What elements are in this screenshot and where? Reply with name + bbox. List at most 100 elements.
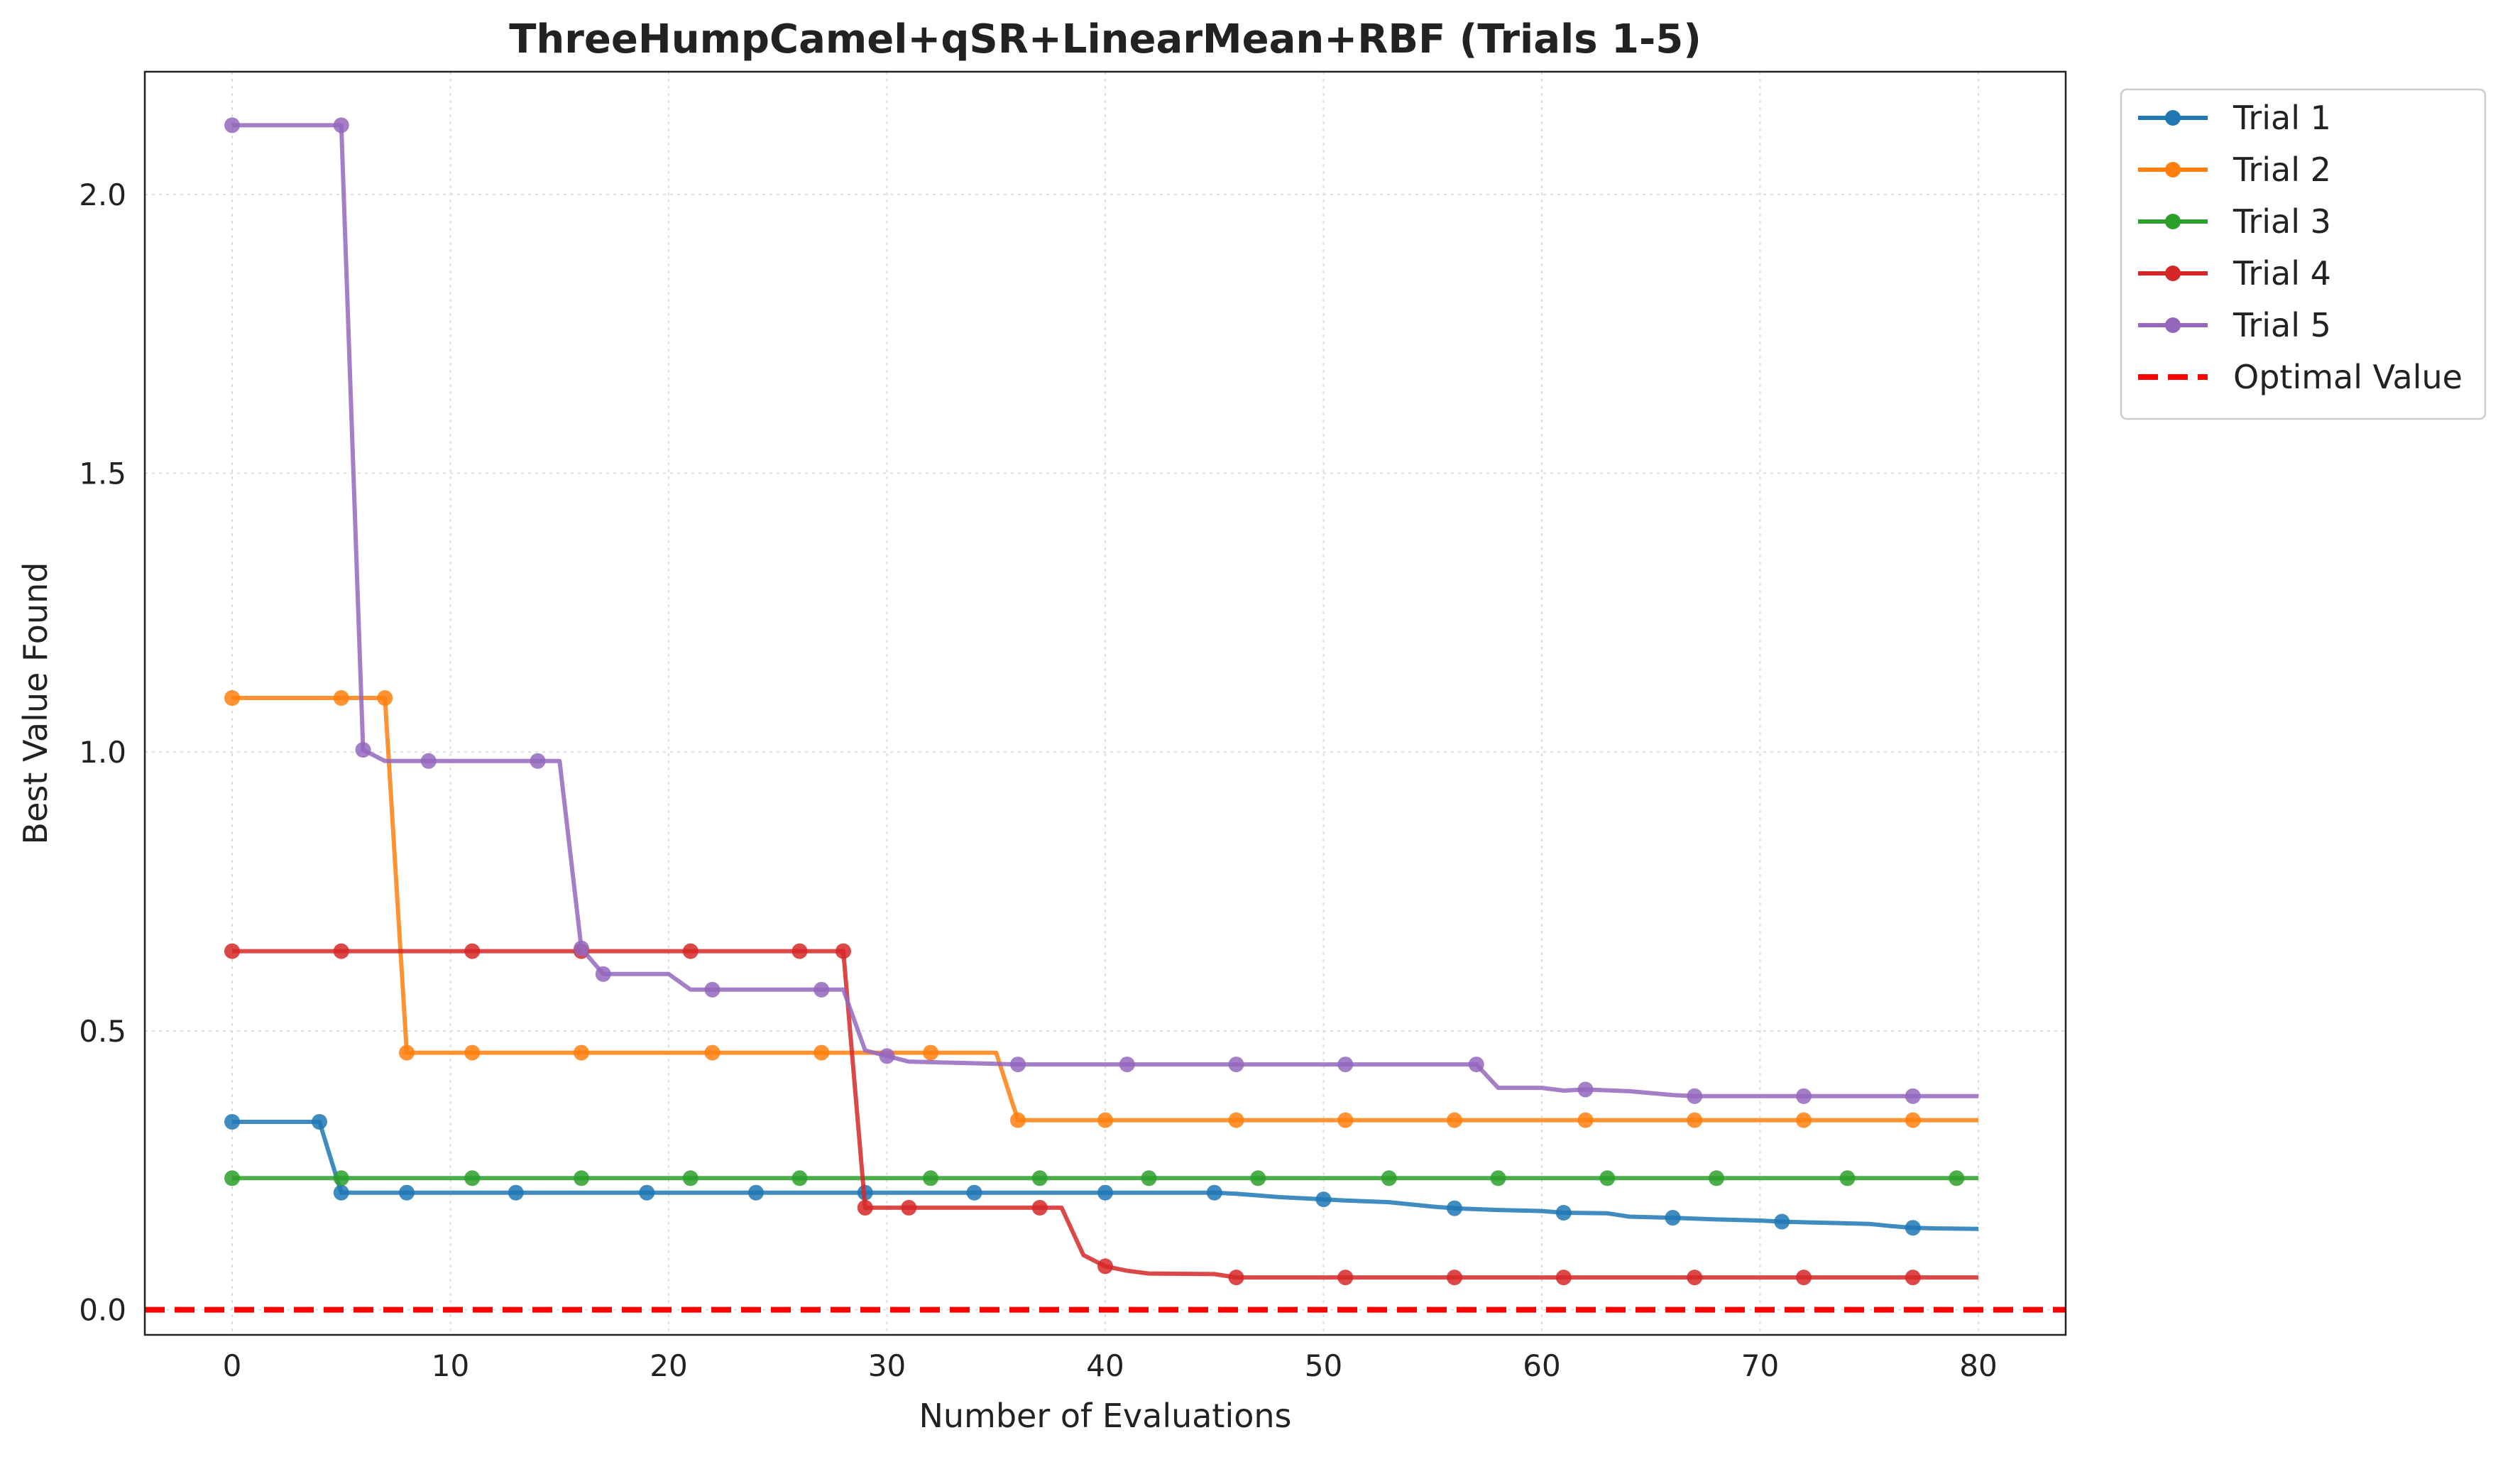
data-point (1097, 1258, 1113, 1275)
y-tick-label: 1.0 (79, 735, 126, 770)
data-point (791, 1170, 808, 1186)
data-point (1031, 1199, 1048, 1216)
data-point (1665, 1210, 1681, 1226)
data-point (1905, 1270, 1921, 1286)
data-point (1839, 1170, 1856, 1186)
legend-item: Trial 5 (2138, 306, 2331, 344)
data-point (333, 690, 349, 706)
plot-frame (143, 70, 2067, 1336)
legend-label: Trial 2 (2233, 151, 2331, 189)
data-point (704, 1044, 721, 1061)
y-axis-label: Best Value Found (16, 562, 55, 845)
data-point (682, 1170, 699, 1186)
data-point (1555, 1270, 1572, 1286)
data-point (1337, 1270, 1354, 1286)
data-point (574, 1044, 589, 1061)
data-point (1447, 1270, 1462, 1286)
legend-label: Trial 1 (2233, 99, 2331, 137)
data-point (1315, 1191, 1332, 1208)
y-tick-label: 0.0 (79, 1293, 126, 1328)
data-point (224, 1113, 240, 1130)
legend-box (2120, 88, 2487, 420)
data-point (224, 690, 240, 706)
data-point (1119, 1057, 1135, 1073)
data-point (704, 981, 721, 998)
data-point (1577, 1081, 1594, 1098)
data-point (1949, 1170, 1965, 1186)
legend-marker (2165, 266, 2181, 281)
data-point (464, 1170, 481, 1186)
data-point (1447, 1112, 1462, 1128)
data-point (813, 981, 830, 998)
data-point (1031, 1170, 1048, 1186)
data-point (879, 1048, 895, 1064)
data-point (333, 943, 349, 959)
data-point (508, 1184, 524, 1201)
data-point (901, 1199, 917, 1216)
legend-item: Trial 3 (2138, 202, 2331, 241)
legend-item: Trial 2 (2138, 151, 2331, 189)
data-point (399, 1184, 415, 1201)
x-tick-label: 70 (1741, 1348, 1779, 1383)
data-point (1774, 1213, 1790, 1230)
data-point (1381, 1170, 1397, 1186)
legend-label: Trial 4 (2233, 254, 2331, 293)
legend-label: Trial 3 (2233, 202, 2331, 241)
data-point (791, 943, 808, 959)
data-point (355, 742, 371, 758)
x-tick-label: 0 (223, 1348, 242, 1383)
plot-lines (145, 117, 2066, 1313)
data-point (1228, 1270, 1244, 1286)
data-point (333, 117, 349, 133)
data-point (813, 1044, 830, 1061)
data-point (1796, 1088, 1812, 1104)
data-point (1141, 1170, 1157, 1186)
data-point (464, 1044, 481, 1061)
x-tick-label: 80 (1959, 1348, 1997, 1383)
data-point (464, 943, 481, 959)
legend-label: Optimal Value (2233, 358, 2463, 396)
x-tick-label: 50 (1305, 1348, 1342, 1383)
data-point (836, 943, 851, 959)
data-point (1687, 1088, 1703, 1104)
data-point (224, 943, 240, 959)
data-point (1796, 1112, 1812, 1128)
data-point (574, 1170, 589, 1186)
data-point (1599, 1170, 1616, 1186)
data-point (1206, 1184, 1222, 1201)
data-point (1577, 1112, 1594, 1128)
chart-title: ThreeHumpCamel+qSR+LinearMean+RBF (Trial… (509, 16, 1702, 62)
data-point (923, 1044, 938, 1061)
data-point (1796, 1270, 1812, 1286)
data-point (857, 1199, 873, 1216)
data-point (399, 1044, 415, 1061)
x-tick-label: 10 (432, 1348, 469, 1383)
y-tick-label: 2.0 (79, 178, 126, 212)
data-point (1228, 1057, 1244, 1073)
series-trial-1 (224, 1113, 1979, 1236)
data-point (574, 940, 589, 956)
data-point (1687, 1112, 1703, 1128)
data-point (1010, 1057, 1026, 1073)
data-point (748, 1184, 764, 1201)
legend-label: Trial 5 (2233, 306, 2331, 344)
data-point (1709, 1170, 1724, 1186)
data-point (377, 690, 393, 706)
x-tick-label: 20 (650, 1348, 687, 1383)
legend-marker (2165, 317, 2181, 333)
data-point (1097, 1112, 1113, 1128)
data-point (1250, 1170, 1266, 1186)
ticks: 0 10 20 30 40 50 60 70 80 0.0 0.5 1.0 1.5 2.0 (79, 178, 1998, 1383)
y-tick-label: 0.5 (79, 1014, 126, 1049)
x-axis-label: Number of Evaluations (919, 1397, 1291, 1435)
data-point (1337, 1057, 1354, 1073)
data-point (1905, 1112, 1921, 1128)
data-point (1555, 1204, 1572, 1221)
x-tick-label: 30 (868, 1348, 906, 1383)
series-trial-5 (224, 117, 1978, 1104)
series-trial-3 (224, 1170, 1978, 1186)
data-point (224, 1170, 240, 1186)
data-point (1010, 1112, 1026, 1128)
